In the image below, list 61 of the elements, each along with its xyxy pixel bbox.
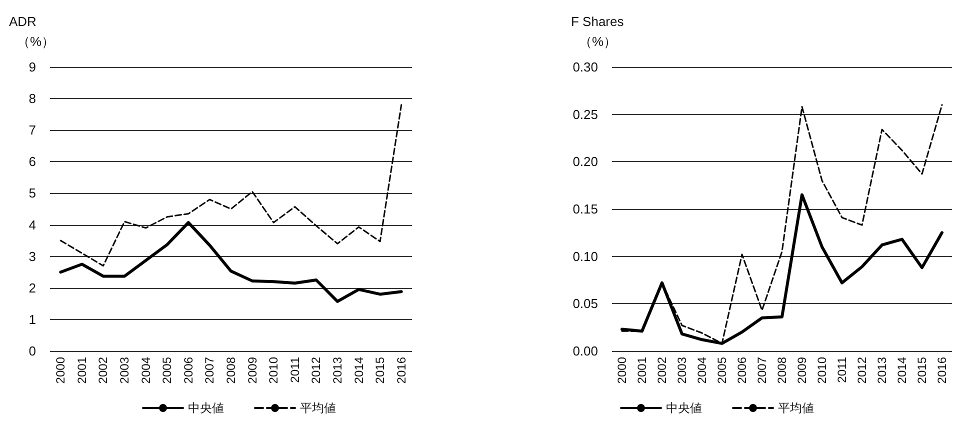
y-tick-label: 2 — [28, 280, 36, 296]
x-tick-label: 2009 — [795, 356, 809, 384]
y-tick-label: 0 — [28, 344, 36, 358]
x-tick-label: 2005 — [160, 356, 174, 384]
x-tick-label: 2011 — [288, 356, 302, 383]
y-tick-label: 7 — [28, 122, 36, 138]
y-tick-label: 0.10 — [572, 248, 598, 264]
x-tick-label: 2011 — [835, 356, 849, 383]
y-tick-label: 0.05 — [572, 296, 598, 312]
x-tick-label: 2008 — [224, 356, 238, 384]
x-tick-label: 2003 — [675, 356, 689, 384]
x-tick-label: 2006 — [735, 356, 749, 384]
x-tick-label: 2014 — [895, 356, 909, 384]
y-tick-label: 1 — [28, 312, 36, 327]
y-axis-title: （%） — [579, 34, 617, 49]
x-tick-label: 2002 — [96, 356, 110, 384]
y-tick-label: 0.15 — [572, 202, 598, 216]
x-tick-label: 2004 — [695, 356, 709, 384]
x-tick-label: 2008 — [775, 356, 789, 384]
line-series — [59, 221, 403, 303]
y-tick-label: 6 — [28, 154, 36, 170]
x-tick-label: 2001 — [74, 356, 89, 384]
x-tick-label: 2015 — [373, 356, 388, 384]
x-tick-label: 2006 — [181, 356, 196, 384]
x-tick-label: 2016 — [394, 356, 408, 384]
x-tick-label: 2005 — [715, 356, 729, 384]
legend-label: 平均値 — [300, 401, 336, 415]
x-tick-label: 2004 — [138, 356, 153, 384]
y-tick-label: 3 — [28, 248, 36, 264]
x-tick-label: 2007 — [755, 356, 769, 384]
y-tick-label: 0.00 — [572, 344, 598, 358]
line-series — [60, 104, 402, 267]
chart-title: ADR — [9, 14, 36, 29]
x-tick-label: 2013 — [875, 356, 889, 384]
legend-label: 平均値 — [778, 401, 814, 415]
y-tick-label: 0.20 — [572, 154, 598, 170]
y-tick-label: 9 — [28, 60, 36, 74]
y-tick-label: 5 — [28, 186, 36, 201]
x-tick-label: 2010 — [266, 356, 281, 384]
x-tick-label: 2000 — [54, 356, 68, 384]
x-tick-label: 2009 — [245, 356, 260, 384]
x-tick-label: 2010 — [815, 356, 829, 384]
y-tick-label: 4 — [28, 217, 36, 232]
x-tick-label: 2002 — [655, 356, 669, 384]
x-tick-label: 2013 — [330, 356, 344, 384]
x-tick-label: 2012 — [309, 356, 324, 384]
x-tick-label: 2012 — [855, 356, 869, 384]
x-tick-label: 2001 — [635, 356, 649, 384]
x-tick-label: 2000 — [615, 356, 629, 384]
legend-label: 中央値 — [188, 401, 224, 415]
x-tick-label: 2015 — [915, 356, 929, 384]
x-tick-label: 2003 — [118, 356, 132, 384]
x-tick-label: 2014 — [352, 356, 366, 384]
y-tick-label: 0.25 — [572, 106, 598, 122]
y-tick-label: 0.30 — [572, 60, 598, 74]
x-tick-label: 2016 — [935, 356, 949, 384]
chart-title: F Shares — [571, 14, 624, 29]
legend-label: 中央値 — [666, 401, 702, 415]
x-tick-label: 2007 — [202, 356, 217, 384]
y-axis-title: （%） — [17, 34, 55, 49]
y-tick-label: 8 — [28, 91, 36, 106]
